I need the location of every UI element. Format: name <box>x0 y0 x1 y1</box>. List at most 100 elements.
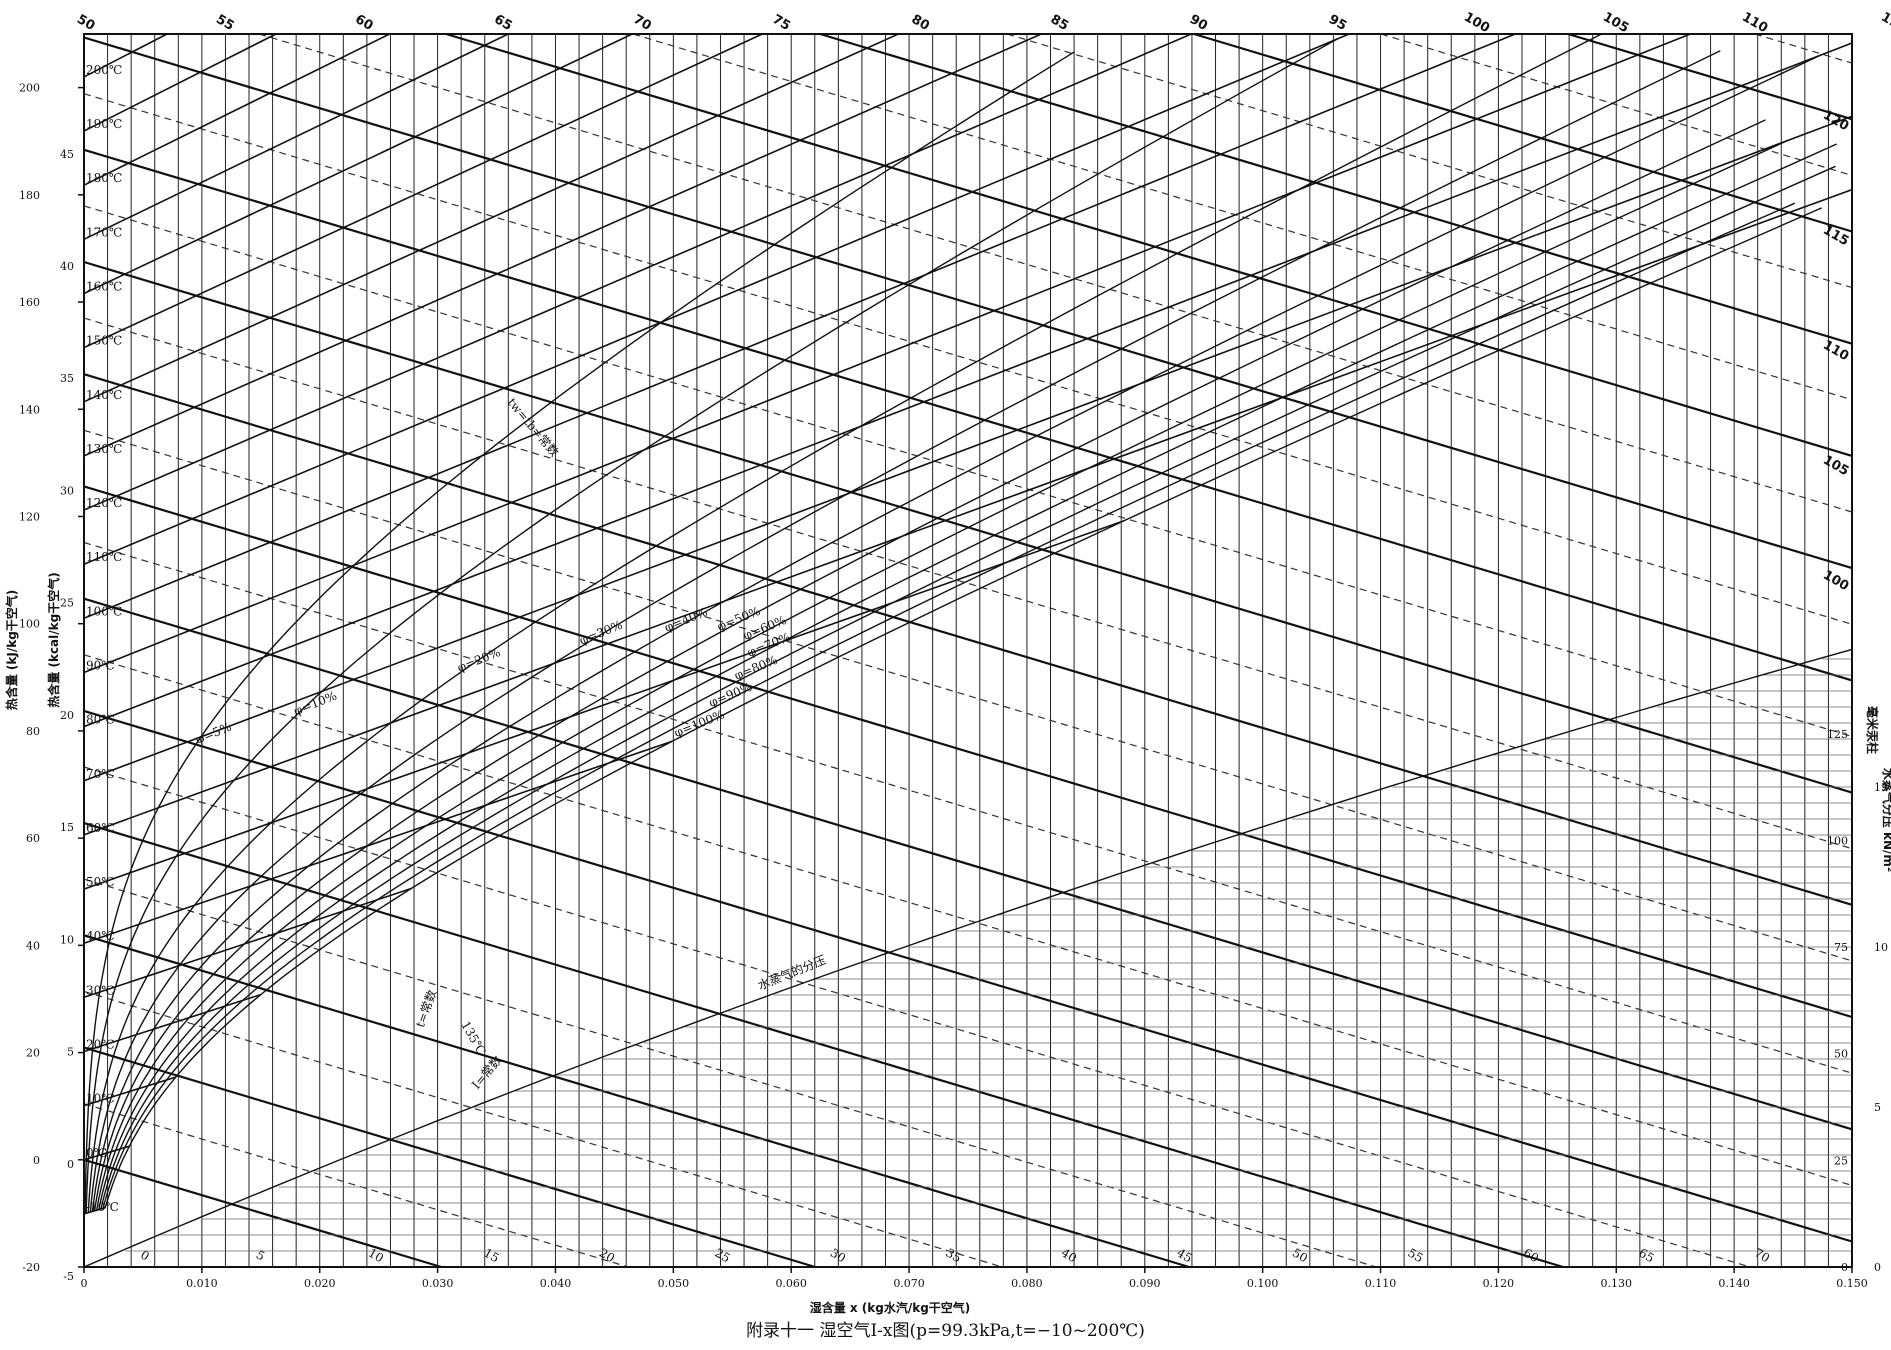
y-tick-label: 100 <box>19 618 40 631</box>
isotherm-label: 200℃ <box>86 63 122 77</box>
x-tick-label: 0.140 <box>1718 1277 1750 1290</box>
isotherm-label: 180℃ <box>86 171 122 185</box>
gridlines <box>83 34 1853 1267</box>
isotherm-label: 60℃ <box>86 821 115 835</box>
enthalpy-top-label: 55 <box>213 12 236 34</box>
rh-curve <box>93 119 1766 1211</box>
rh-curve <box>87 33 1602 1213</box>
vapour-pressure-curve <box>83 648 1853 1268</box>
enthalpy-top-label: 110 <box>1739 10 1770 37</box>
rh-label: φ=20% <box>455 645 502 675</box>
isotherm-line <box>83 33 1192 511</box>
wet-bulb-line <box>83 541 1853 1074</box>
enthalpy-top-label: 95 <box>1326 12 1349 34</box>
enthalpy-top-label: 90 <box>1187 12 1210 34</box>
x-tick-label: 0.150 <box>1836 1277 1868 1290</box>
y-axis-title-kcal: 热含量 (kcal/kg干空气) <box>46 572 61 707</box>
isotherm-line <box>83 33 277 132</box>
enthalpy-top-label: 60 <box>352 12 375 34</box>
enthalpy-bottom-label: 5 <box>254 1248 268 1264</box>
enthalpy-line <box>819 32 1853 345</box>
t-const-annotation: t=常数 <box>412 988 439 1030</box>
wet-bulb-line <box>83 1103 629 1268</box>
right-mmhg-tick-label: 75 <box>1834 941 1848 954</box>
wet-bulb-line <box>83 205 1853 738</box>
y-tick-label: 160 <box>19 296 40 309</box>
isotherm-line <box>83 33 1691 674</box>
x-tick-label: 0.030 <box>422 1277 454 1290</box>
enthalpy-bottom-label: 65 <box>1636 1246 1656 1266</box>
x-tick-label: 0.100 <box>1247 1277 1279 1290</box>
kcal-tick-label: 15 <box>60 821 74 834</box>
isotherm-line <box>83 33 390 186</box>
x-tick-label: 0.080 <box>1011 1277 1043 1290</box>
enthalpy-line <box>1567 32 1853 121</box>
x-tick-label: 0.050 <box>658 1277 690 1290</box>
x-tick-label: 0.070 <box>893 1277 925 1290</box>
isotherm-line <box>83 740 673 944</box>
enthalpy-line <box>83 36 1853 570</box>
wet-bulb-line <box>259 33 1853 513</box>
wet-bulb-line <box>1006 33 1853 289</box>
right-mmhg-tick-label: 50 <box>1834 1048 1848 1061</box>
x-tick-label: 0.130 <box>1601 1277 1633 1290</box>
enthalpy-line <box>83 485 1853 1019</box>
rh-curve <box>100 165 1836 1210</box>
kcal-tick-label: 5 <box>67 1046 74 1059</box>
wet-bulb-line <box>83 766 1751 1268</box>
rh-curve <box>102 202 1796 1209</box>
kcal-tick-label: 30 <box>60 484 74 497</box>
x-tick-label: 0.120 <box>1483 1277 1515 1290</box>
curve-labels: 水蒸气的分压-10℃0℃10℃20℃30℃40℃50℃60℃70℃80℃90℃1… <box>74 10 1891 1266</box>
rh-curve <box>104 207 1822 1208</box>
enthalpy-line <box>83 709 1853 1243</box>
enthalpy-line <box>1193 32 1853 233</box>
rh-label: φ=5% <box>193 720 233 747</box>
y-tick-label: 40 <box>26 939 40 952</box>
rh-curve <box>89 50 1721 1213</box>
right-kn-tick-label: 15 <box>1874 781 1888 794</box>
isotherm-line <box>83 42 1853 728</box>
x-tick-label: 0 <box>81 1277 88 1290</box>
kcal-tick-label: 0 <box>67 1158 74 1171</box>
vapour-pressure-region <box>83 648 1853 1268</box>
y-tick-label: 180 <box>19 189 40 202</box>
isotherm-label: 110℃ <box>86 550 122 564</box>
enthalpy-right-label: 105 <box>1820 453 1851 480</box>
kcal-tick-label: 20 <box>60 709 74 722</box>
y-axis-title-kj: 热含量 (kJ/kg干空气) <box>4 590 19 711</box>
isotherm-label: 70℃ <box>86 767 115 781</box>
axis-titles: 湿含量 x (kg水汽/kg干空气) 热含量 (kJ/kg干空气) 热含量 (k… <box>4 572 1891 1315</box>
x-axis-title: 湿含量 x (kg水汽/kg干空气) <box>810 1300 971 1315</box>
isotherm-label: -10℃ <box>86 1200 119 1214</box>
enthalpy-lines <box>83 32 1853 1269</box>
right-mmhg-tick-label: 25 <box>1834 1154 1848 1167</box>
enthalpy-top-label: 85 <box>1048 12 1071 34</box>
enthalpy-top-label: 115 <box>1878 10 1891 37</box>
kcal-tick-label: 40 <box>60 260 74 273</box>
isotherm-line <box>83 33 633 295</box>
y-tick-label: 80 <box>26 725 40 738</box>
kcal-tick-label: -5 <box>63 1270 74 1283</box>
wet-bulb-line <box>83 429 1853 962</box>
isotherm-lines <box>83 33 1853 1215</box>
enthalpy-bottom-label: 55 <box>1405 1246 1425 1266</box>
isotherm-line <box>83 115 1853 782</box>
y-tick-label: -20 <box>22 1261 40 1274</box>
enthalpy-top-label: 80 <box>909 12 932 34</box>
x-tick-label: 0.020 <box>304 1277 336 1290</box>
rh-curve <box>96 139 1789 1211</box>
enthalpy-top-label: 75 <box>770 12 793 34</box>
isotherm-label: 10℃ <box>86 1092 115 1106</box>
rh-label: φ=100% <box>672 707 726 740</box>
isotherm-label: 140℃ <box>86 388 122 402</box>
isotherm-line <box>83 33 168 78</box>
y-tick-label: 140 <box>19 403 40 416</box>
wet-bulb-line <box>83 990 1003 1268</box>
enthalpy-right-label: 120 <box>1820 108 1851 135</box>
kcal-tick-label: 35 <box>60 372 74 385</box>
enthalpy-bottom-label: 40 <box>1059 1246 1079 1266</box>
rh-label: φ=10% <box>292 688 339 718</box>
plot-border <box>83 33 1853 1268</box>
wet-bulb-line <box>83 317 1853 850</box>
